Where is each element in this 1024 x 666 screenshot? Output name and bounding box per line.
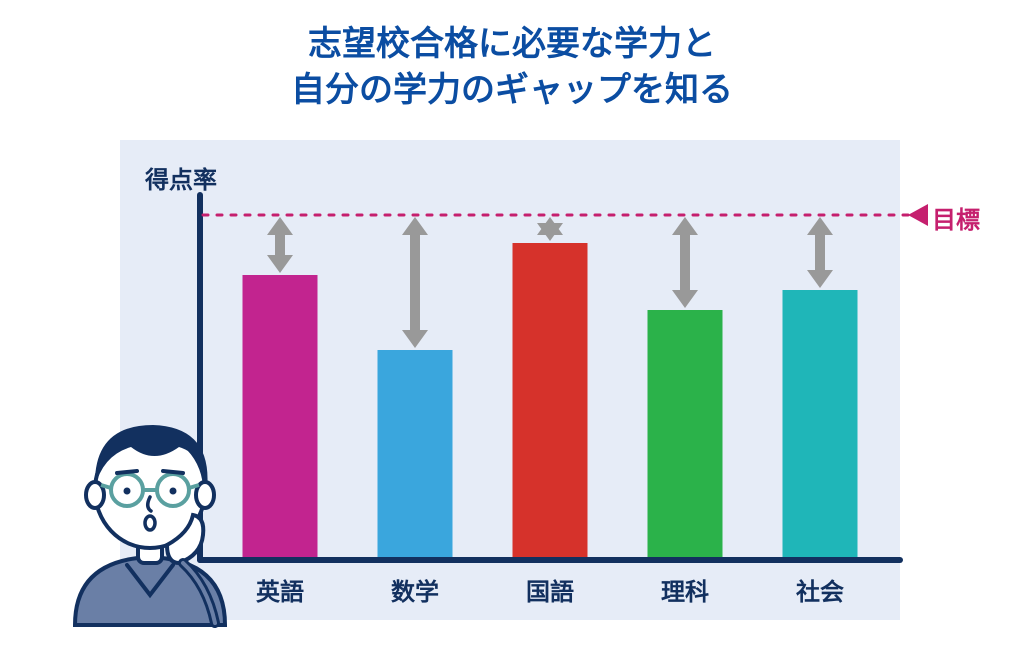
bar-数学 <box>378 350 453 560</box>
gap-arrow-数学 <box>402 217 428 348</box>
bar-理科 <box>648 310 723 560</box>
category-label-数学: 数学 <box>375 572 455 607</box>
bar-国語 <box>513 243 588 560</box>
bar-社会 <box>783 290 858 560</box>
y-axis-label: 得点率 <box>145 160 217 195</box>
category-label-理科: 理科 <box>645 572 725 607</box>
gap-arrow-国語 <box>537 217 563 241</box>
thinking-person-icon <box>55 395 255 635</box>
root: 志望校合格に必要な学力と 自分の学力のギャップを知る 得点率 目標 英語数学国語… <box>0 0 1024 666</box>
target-marker-icon <box>908 204 928 226</box>
gap-arrow-英語 <box>267 217 293 273</box>
target-label: 目標 <box>932 200 980 235</box>
gap-arrow-社会 <box>807 217 833 288</box>
category-label-社会: 社会 <box>780 572 860 607</box>
category-label-国語: 国語 <box>510 572 590 607</box>
gap-arrow-理科 <box>672 217 698 308</box>
